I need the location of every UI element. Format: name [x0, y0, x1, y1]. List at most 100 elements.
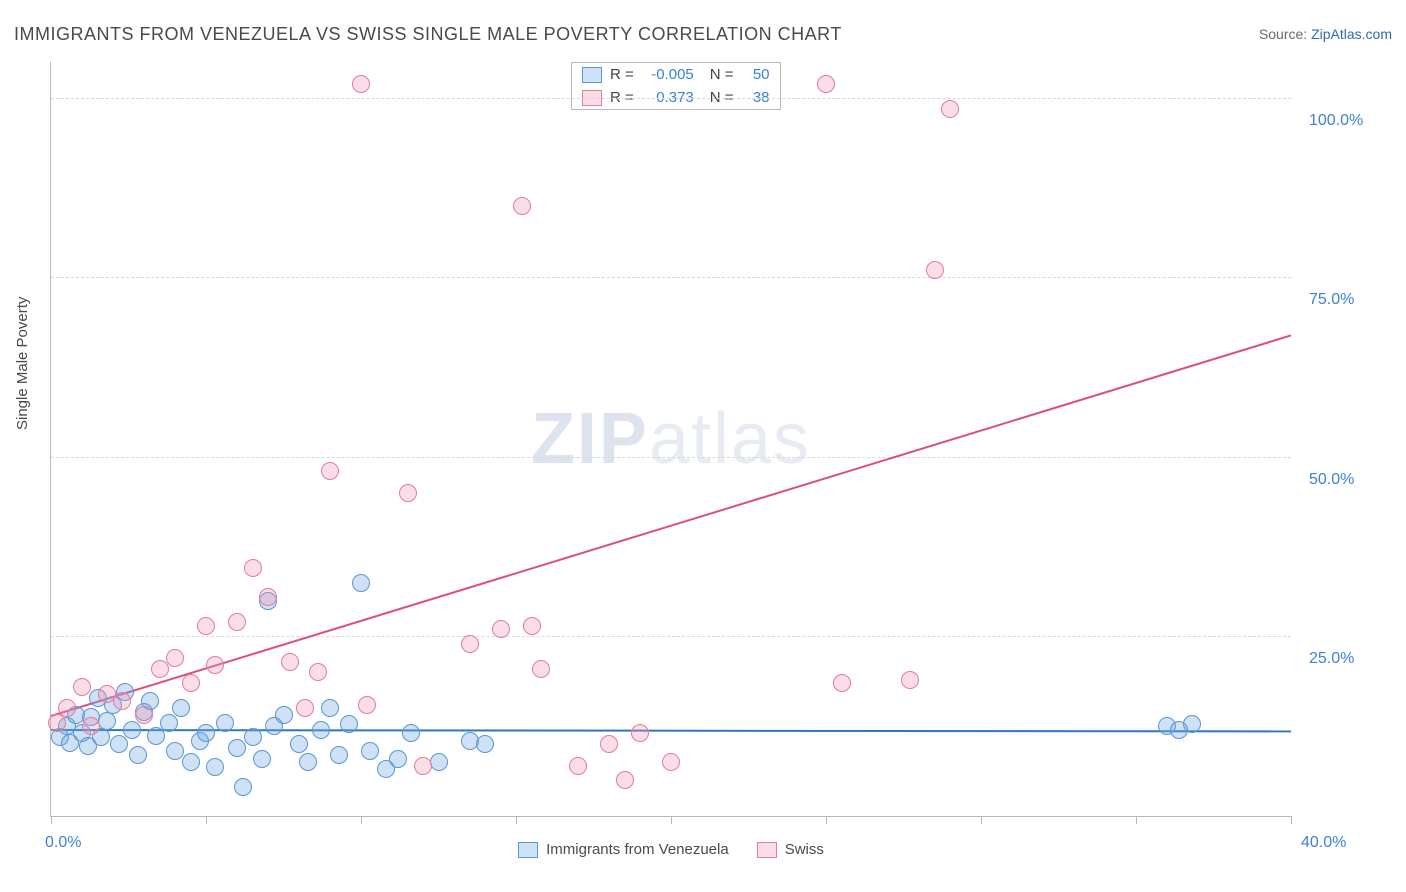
data-point [352, 574, 370, 592]
x-tick-label: 40.0% [1301, 834, 1346, 852]
data-point [352, 75, 370, 93]
data-point [330, 746, 348, 764]
data-point [197, 724, 215, 742]
data-point [662, 753, 680, 771]
data-point [244, 559, 262, 577]
chart-title: IMMIGRANTS FROM VENEZUELA VS SWISS SINGL… [14, 24, 842, 45]
data-point [569, 757, 587, 775]
gridline [51, 98, 1291, 99]
data-point [244, 728, 262, 746]
data-point [492, 620, 510, 638]
data-point [259, 588, 277, 606]
x-tick [1136, 816, 1137, 824]
data-point [312, 721, 330, 739]
data-point [206, 656, 224, 674]
data-point [253, 750, 271, 768]
legend-series: Immigrants from Venezuela Swiss [51, 841, 1291, 858]
data-point [129, 746, 147, 764]
data-point [340, 715, 358, 733]
plot-area: ZIPatlas R = -0.005 N = 50 R = 0.373 N =… [50, 62, 1291, 817]
n-label: N = [710, 66, 734, 83]
y-tick-label: 75.0% [1309, 291, 1354, 309]
data-point [600, 735, 618, 753]
legend-swatch-icon [757, 842, 777, 858]
data-point [151, 660, 169, 678]
gridline [51, 457, 1291, 458]
data-point [833, 674, 851, 692]
x-tick [361, 816, 362, 824]
data-point [616, 771, 634, 789]
data-point [513, 197, 531, 215]
x-tick [671, 816, 672, 824]
data-point [631, 724, 649, 742]
data-point [361, 742, 379, 760]
x-tick [206, 816, 207, 824]
legend-swatch-icon [518, 842, 538, 858]
data-point [532, 660, 550, 678]
source-credit: Source: ZipAtlas.com [1259, 26, 1392, 42]
data-point [389, 750, 407, 768]
data-point [281, 653, 299, 671]
y-axis-label: Single Male Poverty [14, 297, 31, 430]
data-point [160, 714, 178, 732]
data-point [290, 735, 308, 753]
data-point [135, 706, 153, 724]
data-point [182, 674, 200, 692]
data-point [197, 617, 215, 635]
data-point [321, 462, 339, 480]
r-value: -0.005 [642, 66, 694, 83]
data-point [461, 635, 479, 653]
data-point [399, 484, 417, 502]
legend-item: Swiss [757, 841, 824, 858]
data-point [309, 663, 327, 681]
data-point [73, 678, 91, 696]
data-point [228, 613, 246, 631]
r-label: R = [610, 66, 634, 83]
x-tick [826, 816, 827, 824]
data-point [98, 712, 116, 730]
data-point [275, 706, 293, 724]
watermark-bold: ZIP [531, 399, 649, 479]
data-point [1170, 721, 1188, 739]
n-value: 50 [742, 66, 770, 83]
y-tick-label: 100.0% [1309, 112, 1363, 130]
data-point [817, 75, 835, 93]
legend-stats-box: R = -0.005 N = 50 R = 0.373 N = 38 [571, 62, 781, 110]
trend-line [51, 335, 1292, 717]
gridline [51, 636, 1291, 637]
data-point [166, 649, 184, 667]
legend-swatch-icon [582, 67, 602, 83]
source-link[interactable]: ZipAtlas.com [1311, 26, 1392, 42]
data-point [941, 100, 959, 118]
x-tick [516, 816, 517, 824]
data-point [110, 735, 128, 753]
data-point [430, 753, 448, 771]
data-point [321, 699, 339, 717]
data-point [414, 757, 432, 775]
data-point [476, 735, 494, 753]
data-point [113, 692, 131, 710]
data-point [228, 739, 246, 757]
legend-label: Immigrants from Venezuela [546, 841, 729, 858]
y-tick-label: 25.0% [1309, 650, 1354, 668]
data-point [299, 753, 317, 771]
data-point [172, 699, 190, 717]
gridline [51, 277, 1291, 278]
data-point [901, 671, 919, 689]
x-tick [51, 816, 52, 824]
trend-line [51, 729, 1291, 732]
data-point [234, 778, 252, 796]
legend-stats-row: R = -0.005 N = 50 [572, 63, 780, 86]
data-point [123, 721, 141, 739]
data-point [402, 724, 420, 742]
legend-label: Swiss [785, 841, 824, 858]
y-tick-label: 50.0% [1309, 471, 1354, 489]
x-tick [981, 816, 982, 824]
data-point [926, 261, 944, 279]
watermark: ZIPatlas [531, 398, 811, 480]
x-tick [1291, 816, 1292, 824]
data-point [206, 758, 224, 776]
watermark-light: atlas [649, 399, 811, 479]
data-point [182, 753, 200, 771]
data-point [216, 714, 234, 732]
